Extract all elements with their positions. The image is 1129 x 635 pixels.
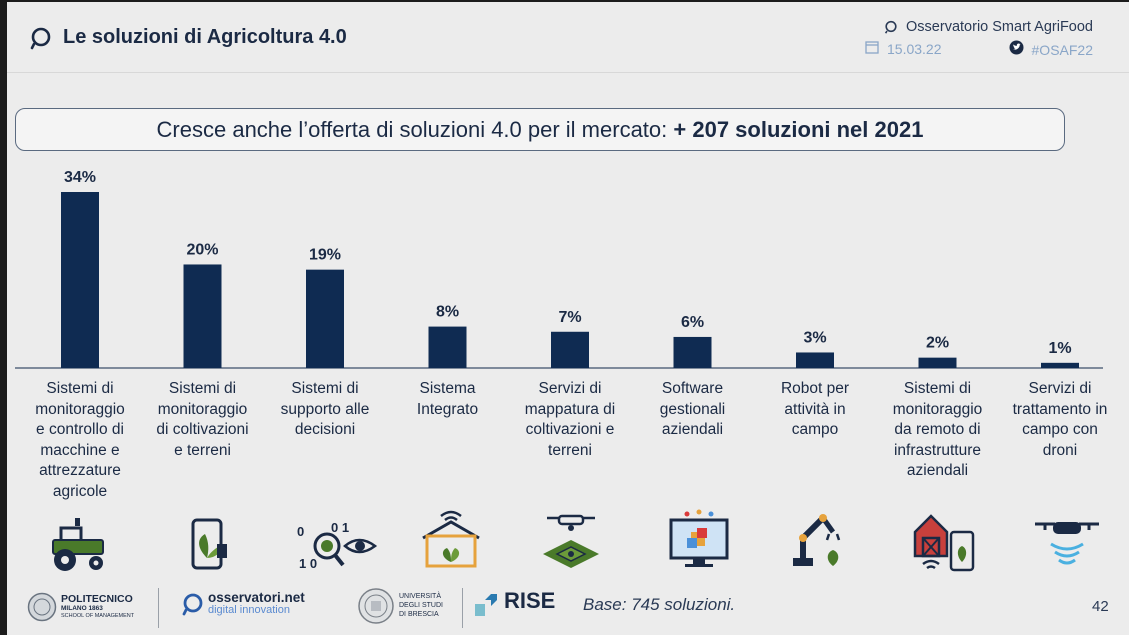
spray-drone-icon (1035, 522, 1099, 565)
osservatori-logo: osservatori.net digital innovation (208, 590, 305, 616)
software-monitor-icon (669, 509, 729, 567)
bar-chart: 34% 20% 19% 8% 7% 6% 3% 2% 1% (15, 169, 1103, 369)
category-label-3: Sistemi di supporto alle decisioni (280, 380, 370, 438)
bar-7 (796, 352, 834, 368)
rise-logo: RISE (504, 588, 556, 613)
greenhouse-wifi-icon (422, 510, 480, 568)
event-info: Osservatorio Smart AgriFood 15.03.22 #OS… (865, 16, 1093, 60)
bar-value-label-4: 8% (436, 304, 459, 321)
bar-3 (306, 269, 344, 368)
bar-value-label-6: 6% (681, 314, 704, 331)
footer-divider-2 (462, 588, 463, 628)
unibs-seal-icon (358, 588, 394, 624)
header-divider (7, 72, 1129, 73)
base-note: Base: 745 soluzioni. (583, 595, 736, 614)
bar-value-label-2: 20% (186, 241, 218, 258)
category-label-4: Sistema Integrato (416, 380, 479, 418)
headline-box: Cresce anche l’offerta di soluzioni 4.0 … (15, 108, 1065, 151)
category-label-1: Sistemi di monitoraggio e controllo di macc… (35, 380, 125, 500)
tractor-icon (52, 518, 104, 571)
bar-value-label-8: 2% (926, 335, 949, 352)
polimi-seal-icon (27, 592, 57, 622)
bar-5 (551, 331, 589, 368)
footer: POLITECNICO MILANO 1863 SCHOOL OF MANAGE… (7, 582, 1129, 632)
osservatori-small-icon (884, 20, 897, 34)
bar-4 (428, 326, 467, 368)
category-label-9: Servizi di trattamento in campo con droni (1012, 380, 1108, 459)
page-number: 42 (1092, 598, 1109, 615)
bar-value-label-1: 34% (64, 169, 96, 186)
data-magnifier-eye-icon: 0 0 1 1 0 (297, 520, 378, 571)
osservatori-logo-icon (30, 27, 51, 50)
category-label-7: Robot per attività in campo (780, 380, 850, 438)
bar-value-label-9: 1% (1048, 340, 1071, 357)
event-date: 15.03.22 (887, 41, 942, 57)
event-hashtag: #OSAF22 (1031, 41, 1093, 58)
slide: Le soluzioni di Agricoltura 4.0 Osservat… (7, 2, 1129, 635)
bar-value-label-7: 3% (803, 329, 826, 346)
svg-text:0 1: 0 1 (331, 520, 349, 535)
bar-value-label-3: 19% (309, 247, 341, 264)
calendar-icon (865, 41, 879, 54)
rise-arrow-icon (475, 594, 497, 616)
page-title: Le soluzioni di Agricoltura 4.0 (63, 26, 347, 48)
barn-phone-icon (913, 514, 975, 572)
footer-divider (158, 588, 159, 628)
bar-value-label-5: 7% (558, 309, 581, 326)
org-name: Osservatorio Smart AgriFood (906, 19, 1093, 35)
twitter-icon (1009, 40, 1024, 54)
category-label-6: Software gestionali aziendali (659, 380, 726, 438)
category-label-2: Sistemi di monitoraggio di coltivazioni e t… (156, 380, 249, 459)
unibs-logo: UNIVERSITÀ DEGLI STUDI DI BRESCIA (399, 593, 443, 618)
headline-text: Cresce anche l’offerta di soluzioni 4.0 … (156, 117, 674, 142)
robot-arm-icon (793, 514, 841, 566)
bar-6 (673, 336, 712, 368)
polimi-logo: POLITECNICO MILANO 1863 SCHOOL OF MANAGE… (61, 593, 135, 620)
headline-highlight: + 207 soluzioni nel 2021 (673, 117, 924, 142)
svg-text:1 0: 1 0 (299, 556, 317, 571)
bar-2 (183, 264, 222, 368)
category-label-8: Sistemi di monitoraggio da remoto di infras… (892, 380, 983, 479)
drone-map-icon (543, 514, 599, 568)
bar-1 (61, 192, 99, 368)
bar-9 (1041, 362, 1079, 368)
osservatori-footer-icon (182, 593, 203, 616)
svg-text:0: 0 (297, 524, 304, 539)
category-label-5: Servizi di mappatura di coltivazioni e terr… (524, 380, 616, 459)
bar-8 (918, 357, 957, 368)
smartphone-plant-icon (191, 518, 227, 570)
